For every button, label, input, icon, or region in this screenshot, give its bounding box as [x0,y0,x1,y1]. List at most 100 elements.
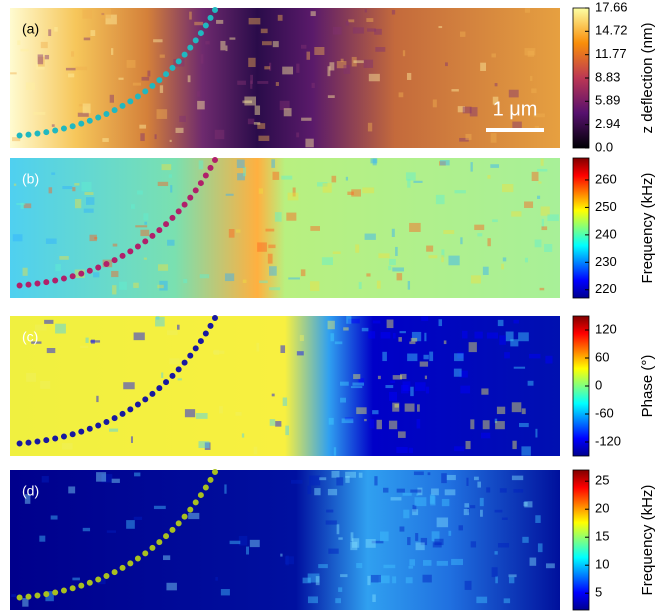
texture [348,19,354,22]
texture [352,383,364,386]
texture [269,266,277,275]
texture [51,172,55,174]
texture [322,257,333,265]
texture [469,342,477,352]
texture [333,27,342,35]
texture [111,271,118,277]
texture [474,225,484,230]
texture [188,75,191,82]
texture [198,441,209,448]
texture [406,577,413,583]
texture [275,421,281,427]
texture [134,473,140,477]
texture [328,489,337,495]
texture [434,539,443,545]
texture [454,353,464,361]
texture [270,419,275,426]
texture [86,338,89,343]
texture [201,54,204,63]
colorbar-tick-label: 10 [595,557,609,572]
texture [62,443,73,450]
texture [59,256,68,260]
texture [351,532,354,541]
texture [441,255,443,262]
texture [82,182,92,191]
texture [491,133,497,143]
texture [383,488,388,493]
texture [113,244,118,247]
texture [445,489,456,495]
texture [382,352,387,361]
texture [48,29,51,36]
texture [85,192,94,195]
texture [273,41,279,47]
texture [398,337,401,342]
texture [271,159,275,168]
texture [368,331,375,338]
texture [407,354,417,362]
texture [332,471,340,478]
colorbar-tick-label: 25 [595,473,609,488]
colorbar-tick-label: 15 [595,529,609,544]
texture [392,10,395,15]
texture [371,158,378,163]
texture [346,21,349,25]
texture [126,520,135,529]
texture [465,581,472,590]
texture [353,27,364,33]
texture [221,589,230,595]
texture [403,493,412,496]
texture [68,486,75,493]
texture [127,60,136,68]
texture [500,488,507,492]
texture [33,112,45,115]
texture [199,160,204,169]
texture [538,181,541,183]
texture [377,281,381,289]
texture [389,421,397,430]
texture [196,413,208,419]
texture [254,447,258,455]
texture [215,577,218,581]
texture [409,448,413,453]
texture [66,68,76,71]
texture [137,191,143,195]
colorbar-tick-label: 0 [595,377,602,392]
texture [392,267,404,271]
texture [110,95,114,103]
texture [416,542,425,550]
texture [38,54,43,64]
texture [276,82,279,86]
texture [414,471,424,475]
texture [170,358,180,364]
image [10,470,560,610]
texture [388,266,391,270]
panel-label: (a) [22,21,39,37]
texture [529,354,540,359]
texture [537,169,547,172]
texture [492,567,498,577]
texture [310,281,319,291]
texture [338,537,342,539]
texture [170,185,172,192]
texture [237,81,246,85]
texture [72,578,80,581]
texture [408,281,410,290]
texture [133,83,141,86]
texture [365,9,367,12]
texture [261,29,268,33]
texture [439,319,443,326]
colorbar-tick-label: 240 [595,226,617,241]
texture [307,486,311,494]
texture [392,229,395,237]
texture [381,332,391,338]
texture [242,433,244,437]
texture [84,209,94,213]
texture [528,381,534,386]
texture [280,554,282,557]
texture [268,245,275,248]
scale-bar-label: 1 μm [493,98,538,120]
texture [510,339,518,346]
texture [466,441,471,449]
texture [438,26,442,28]
